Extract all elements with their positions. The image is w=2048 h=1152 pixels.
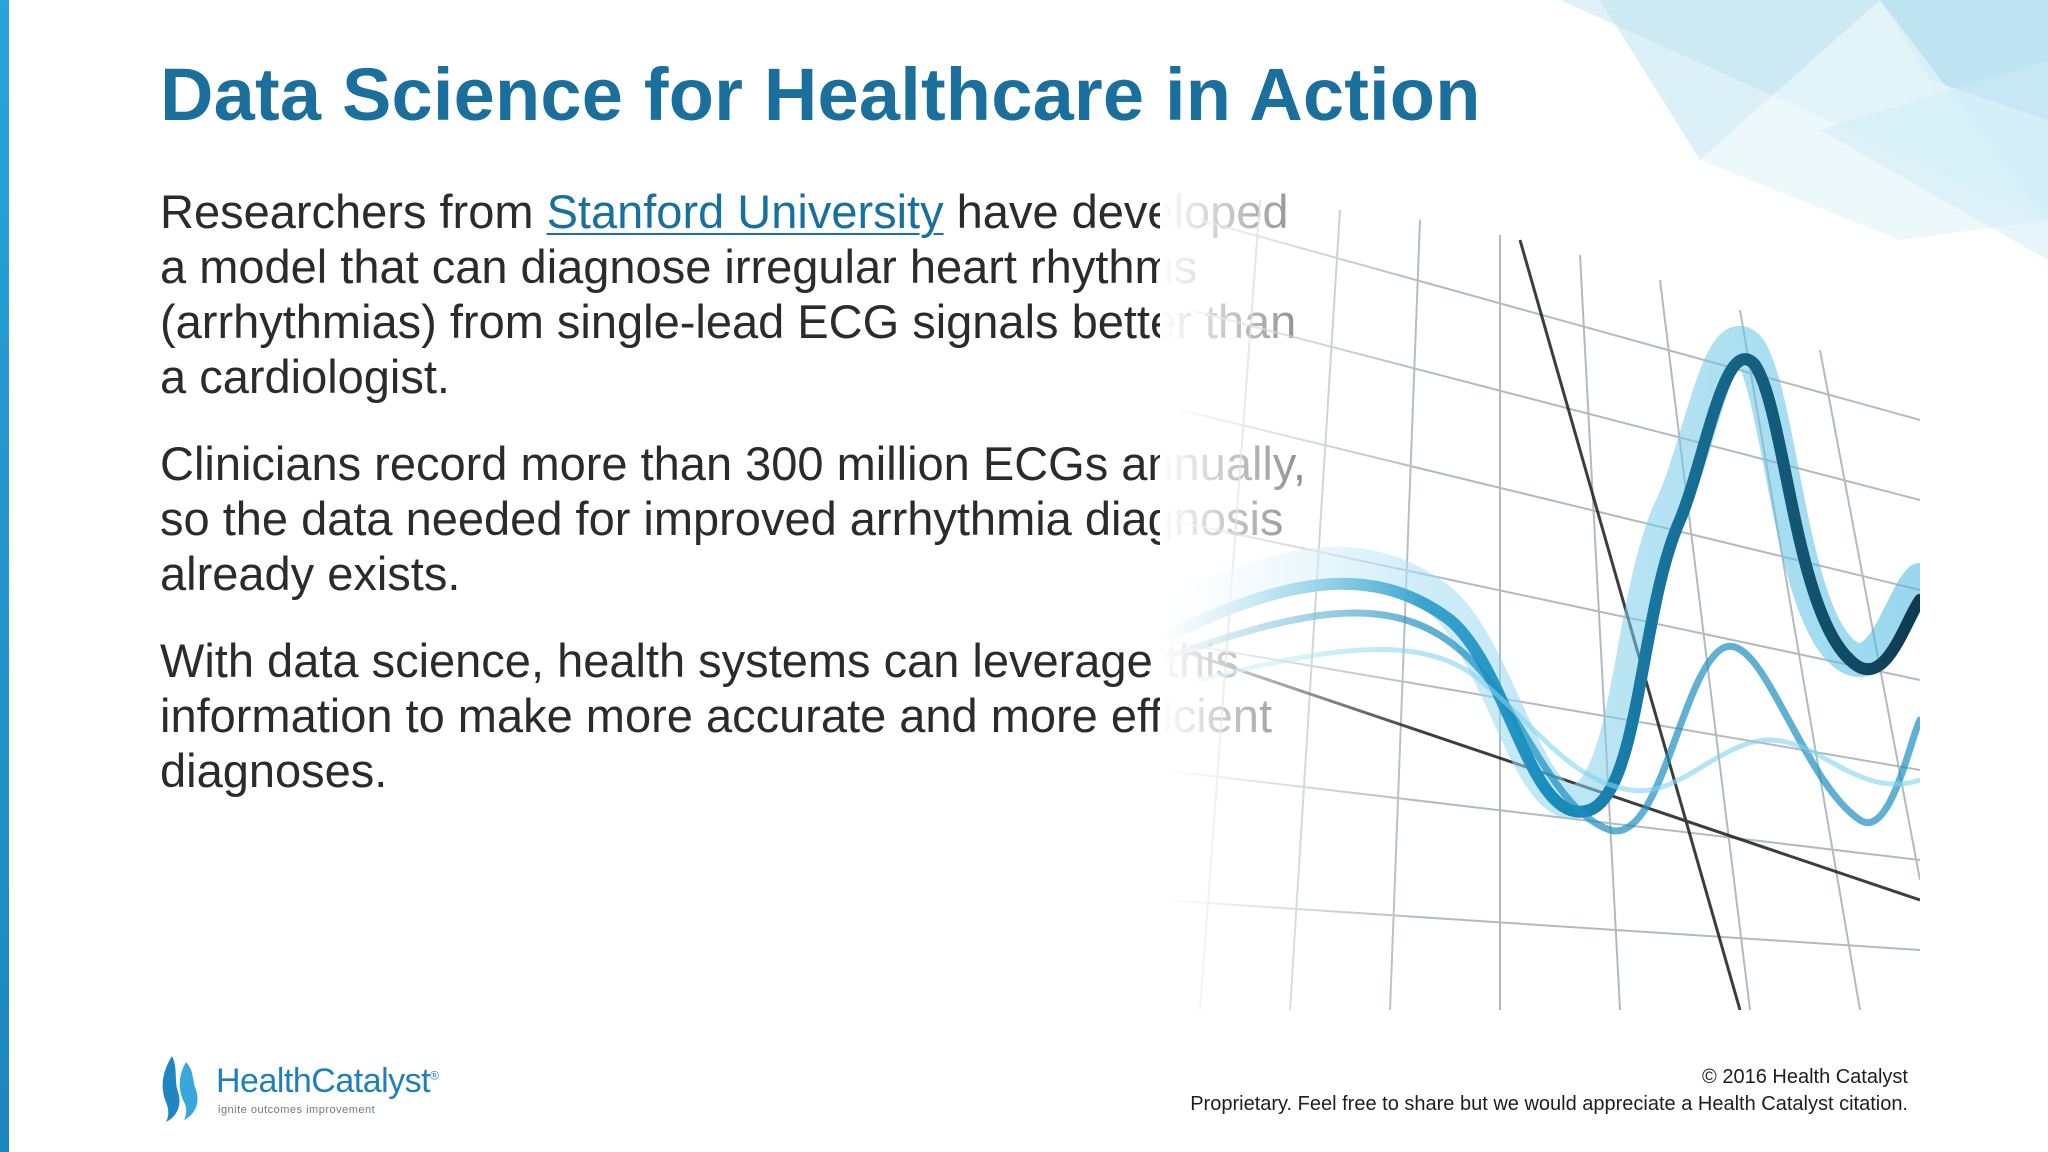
paragraph-text: Researchers from [160,185,547,238]
logo-wordmark: HealthCatalyst® [216,1062,439,1101]
paragraph-data-science: With data science, health systems can le… [160,634,1273,797]
logo-word-health: Health [216,1062,312,1100]
paragraph-ecg-volume: Clinicians record more than 300 million … [160,437,1306,600]
health-catalyst-flame-icon [162,1056,198,1122]
ecg-wave-grid-illustration [1160,180,1920,1010]
accent-bar [0,0,9,1152]
logo-tagline: ignite outcomes improvement [218,1104,376,1116]
proprietary-notice: Proprietary. Feel free to share but we w… [1190,1093,1908,1115]
slide-title: Data Science for Healthcare in Action [160,53,1481,136]
health-catalyst-logo: HealthCatalyst® ignite outcomes improvem… [160,1052,480,1124]
paragraph-text: have developed a model that can diagnose… [160,185,1297,403]
copyright-text: © 2016 Health Catalyst [1702,1066,1908,1088]
logo-trademark: ® [430,1068,439,1083]
footer: © 2016 Health Catalyst Proprietary. Feel… [1190,1064,1908,1118]
logo-word-catalyst: Catalyst [311,1062,431,1100]
paragraph-stanford: Researchers from Stanford University hav… [160,184,1320,404]
stanford-university-link[interactable]: Stanford University [546,185,944,238]
body-text: Researchers from Stanford University hav… [160,184,1320,830]
